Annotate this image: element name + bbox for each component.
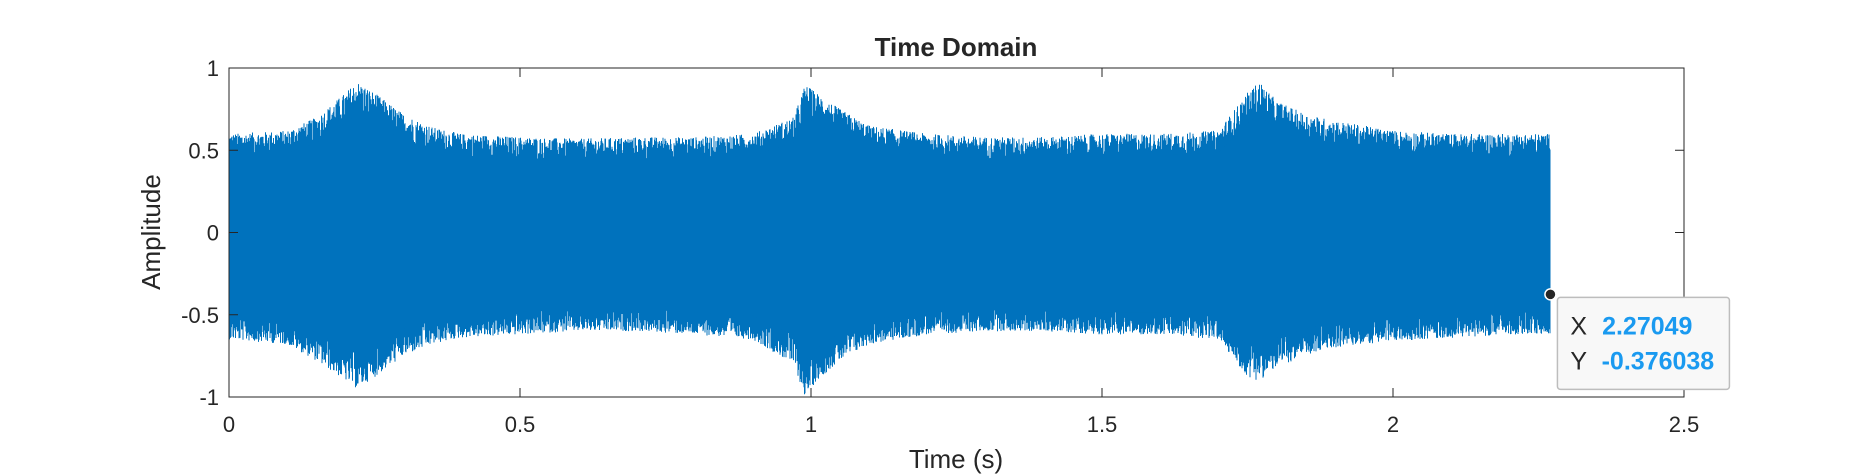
y-tick-label: 1	[207, 56, 219, 81]
x-tick-label: 0	[223, 412, 235, 437]
x-tick-label: 1.5	[1087, 412, 1118, 437]
datatip-box	[1556, 296, 1731, 391]
y-axis-ticks: -1 -0.5 0 0.5 1	[181, 56, 1684, 410]
y-tick-label: -0.5	[181, 303, 219, 328]
y-tick-label: 0	[207, 221, 219, 246]
x-tick-label: 2.5	[1669, 412, 1700, 437]
y-axis-label: Amplitude	[136, 174, 166, 290]
x-axis-ticks: 0 0.5 1 1.5 2 2.5	[223, 68, 1699, 437]
x-tick-label: 0.5	[505, 412, 536, 437]
datatip-y-line: Y -0.376038	[1570, 347, 1714, 375]
datatip-x-value: 2.27049	[1602, 312, 1692, 340]
x-axis-label: Time (s)	[909, 444, 1003, 474]
datatip-marker[interactable]	[1544, 288, 1557, 301]
datatip-y-label: Y	[1570, 347, 1587, 375]
chart-title: Time Domain	[875, 32, 1038, 62]
signal-core	[229, 114, 1551, 361]
datatip-y-value: -0.376038	[1602, 347, 1715, 375]
y-tick-label: 0.5	[188, 138, 219, 163]
y-tick-label: -1	[199, 385, 219, 410]
datatip-x-label: X	[1570, 312, 1587, 340]
datatip-x-line: X 2.27049	[1570, 312, 1692, 340]
signal-series	[228, 84, 1551, 395]
x-tick-label: 2	[1387, 412, 1399, 437]
datatip[interactable]: X 2.27049 Y -0.376038	[1544, 288, 1731, 391]
x-tick-label: 1	[805, 412, 817, 437]
